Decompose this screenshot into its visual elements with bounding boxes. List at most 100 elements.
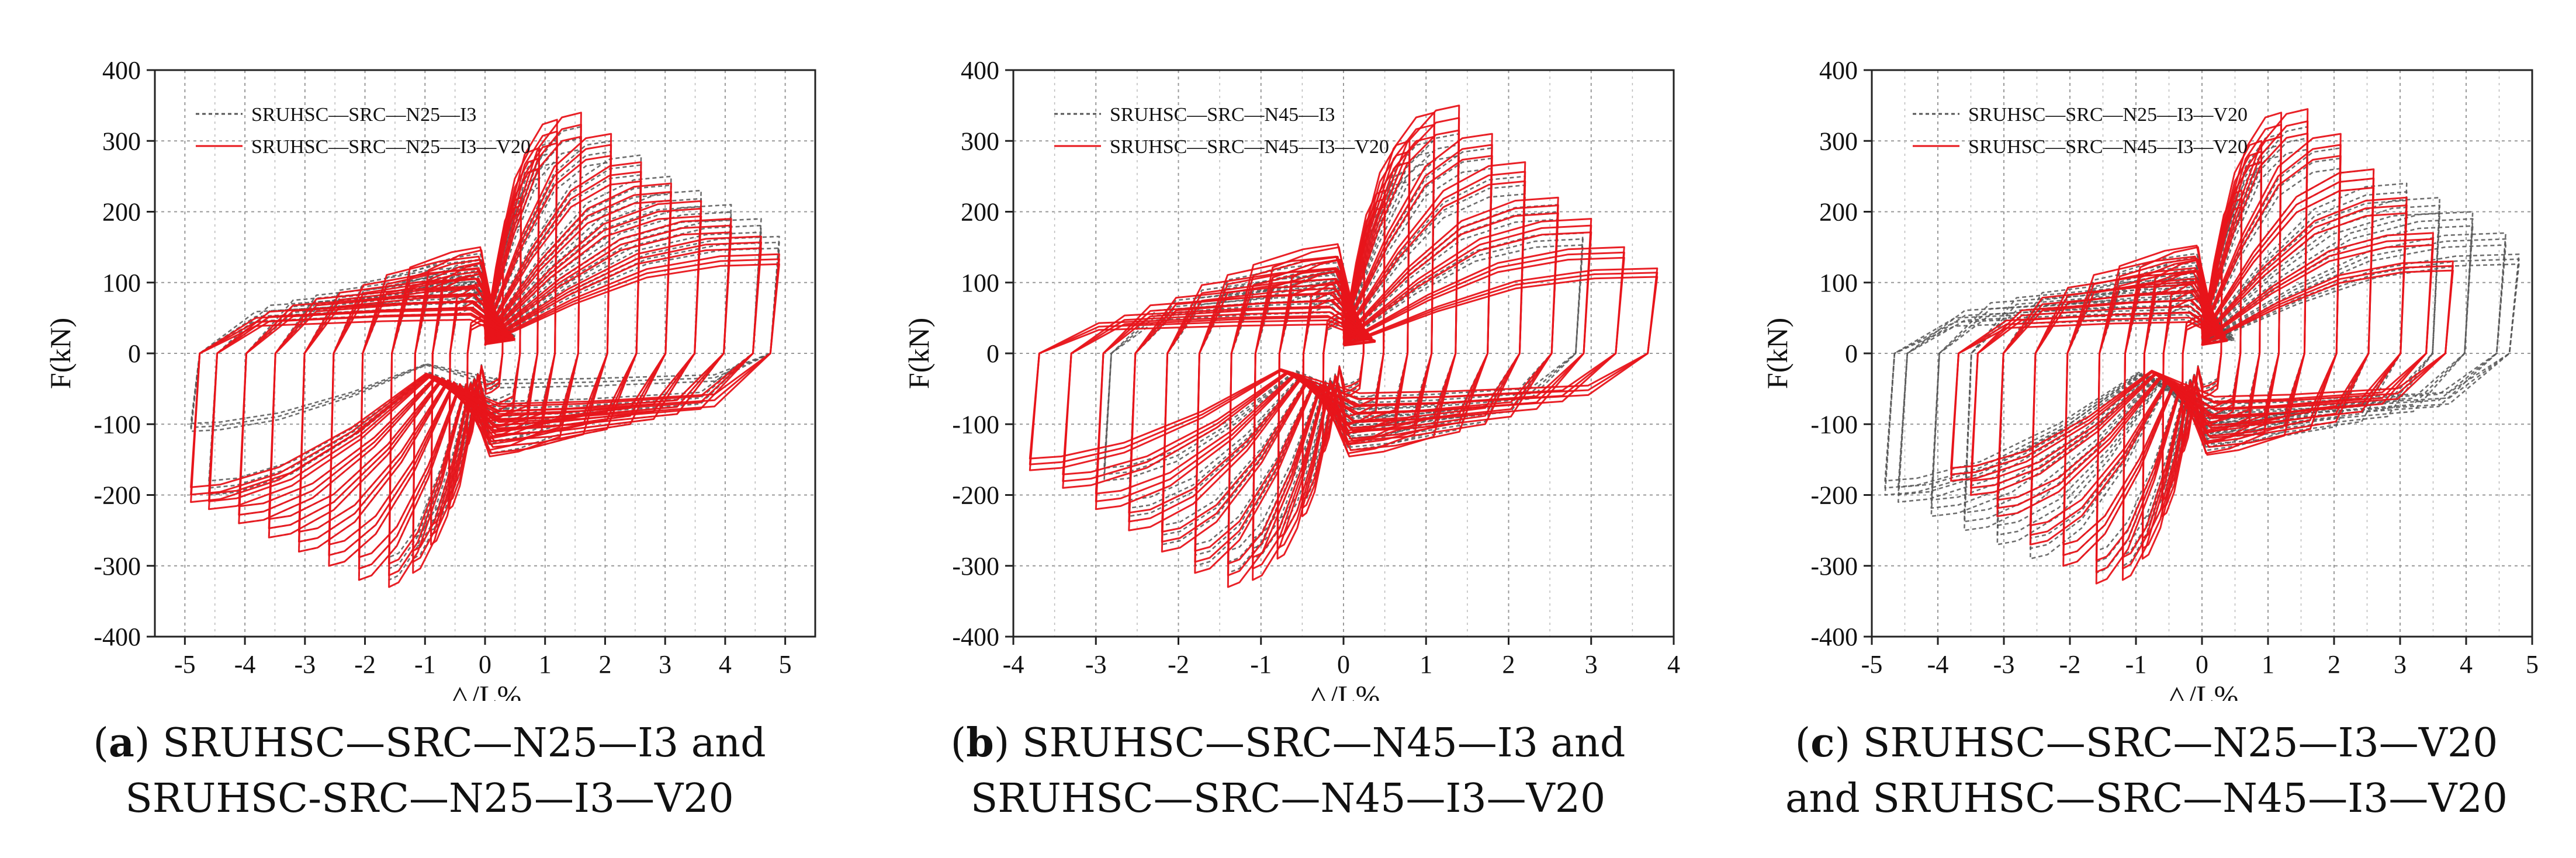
- y-tick-label: -300: [952, 552, 999, 581]
- x-tick-label: -1: [414, 650, 436, 679]
- x-tick-label: 1: [1419, 650, 1432, 679]
- hysteresis-loop: [1194, 157, 1493, 556]
- x-tick-label: 0: [479, 650, 491, 679]
- x-axis-label: △/L%: [449, 679, 522, 701]
- tick-labels: -5 -4 -3 -2 -1 0 1 2 3 4 5 -400 -300 -200 -100 0 100 200 3…: [1810, 56, 2539, 679]
- hysteresis-loop: [358, 144, 612, 570]
- hysteresis-loop: [1161, 161, 1526, 553]
- x-tick-label: -1: [1250, 650, 1272, 679]
- x-tick-label: 2: [598, 650, 611, 679]
- series-2: [1029, 105, 1659, 588]
- x-tick-label: -1: [2125, 650, 2147, 679]
- y-tick-label: -300: [94, 552, 141, 581]
- hysteresis-loop: [1128, 211, 1559, 509]
- y-tick-label: -100: [952, 410, 999, 439]
- x-tick-label: 2: [2328, 650, 2340, 679]
- x-tick-label: 3: [2394, 650, 2407, 679]
- hysteresis-loop: [1227, 105, 1460, 588]
- legend: SRUHSC—SRC—N25—I3 SRUHSC—SRC—N25—I3—V20: [196, 104, 531, 158]
- hysteresis-loop: [2095, 137, 2309, 563]
- hysteresis-loop: [1062, 251, 1625, 482]
- hysteresis-loop: [1095, 224, 1592, 502]
- series-2: [1950, 108, 2454, 585]
- x-tick-label: 4: [2460, 650, 2473, 679]
- caption-text-a: SRUHSC—SRC—N25—I3 and SRUHSC-SRC—N25—I3—…: [125, 720, 766, 822]
- chart-panel-b: -4 -3 -2 -1 0 1 2 3 4 -400 -300 -200 -100 0 100 200 300 4…: [858, 0, 1717, 858]
- hysteresis-loop: [2029, 187, 2375, 539]
- hysteresis-loop: [2062, 168, 2342, 546]
- hysteresis-loop: [1970, 238, 2434, 489]
- x-tick-label: 3: [659, 650, 671, 679]
- hysteresis-loop: [298, 199, 672, 533]
- x-tick-label: -5: [1861, 650, 1883, 679]
- x-tick-label: -3: [1085, 650, 1107, 679]
- hysteresis-loop: [190, 258, 780, 496]
- y-tick-label: -100: [94, 410, 141, 439]
- tick-labels: -4 -3 -2 -1 0 1 2 3 4 -400 -300 -200 -100 0 100 200 300 4…: [952, 56, 1680, 679]
- hysteresis-chart-c: -5 -4 -3 -2 -1 0 1 2 3 4 5 -400 -300 -200 -100 0 100 200 3…: [1761, 56, 2539, 701]
- y-tick-label: 300: [1819, 127, 1858, 155]
- caption-tag-b: b: [966, 720, 994, 766]
- hysteresis-loop: [190, 247, 780, 425]
- hysteresis-loop: [388, 112, 582, 588]
- x-tick-label: -3: [1993, 650, 2015, 679]
- hysteresis-loop: [1996, 204, 2408, 509]
- x-tick-label: -2: [2059, 650, 2081, 679]
- hysteresis-chart-b: -4 -3 -2 -1 0 1 2 3 4 -400 -300 -200 -100 0 100 200 300 4…: [902, 56, 1680, 701]
- curves: [1884, 108, 2520, 585]
- x-axis-label: △/L%: [1307, 679, 1380, 701]
- hysteresis-loop: [1950, 265, 2454, 475]
- hysteresis-loop: [190, 253, 780, 503]
- hysteresis-loop: [388, 126, 582, 581]
- chart-panel-a: -5 -4 -3 -2 -1 0 1 2 3 4 5 -400 -300 -200 -100 0 100 200 3…: [0, 0, 858, 858]
- hysteresis-loop: [1252, 112, 1435, 581]
- hysteresis-loop: [2095, 133, 2309, 562]
- hysteresis-loop: [268, 206, 702, 520]
- hysteresis-loop: [388, 136, 582, 565]
- series-2: [190, 112, 780, 588]
- hysteresis-loop: [1996, 196, 2408, 517]
- hysteresis-loop: [1970, 232, 2434, 496]
- y-tick-label: -200: [952, 481, 999, 510]
- x-tick-label: 2: [1502, 650, 1515, 679]
- x-tick-label: -5: [174, 650, 196, 679]
- x-axis-label: △/L%: [2166, 679, 2239, 701]
- x-tick-label: 3: [1585, 650, 1598, 679]
- hysteresis-loop: [1029, 268, 1659, 471]
- caption-text-c: SRUHSC—SRC—N25—I3—V20 and SRUHSC—SRC—N45…: [1785, 720, 2508, 822]
- hysteresis-loop: [358, 133, 612, 581]
- x-tick-label: 5: [2526, 650, 2539, 679]
- hysteresis-loop: [328, 171, 642, 557]
- caption-c: (c) SRUHSC—SRC—N25—I3—V20 and SRUHSC—SRC…: [1785, 720, 2508, 822]
- hysteresis-loop: [1950, 260, 2454, 482]
- y-axis-label: F(kN): [1761, 318, 1793, 389]
- hysteresis-loop: [412, 161, 558, 539]
- hysteresis-loop: [1128, 218, 1559, 501]
- x-tick-label: -3: [294, 650, 316, 679]
- hysteresis-loop: [208, 235, 762, 510]
- hysteresis-loop: [1095, 218, 1592, 510]
- y-tick-label: 200: [1819, 198, 1858, 227]
- x-tick-label: 0: [1337, 650, 1350, 679]
- x-tick-label: -2: [354, 650, 376, 679]
- y-axis-label: F(kN): [44, 318, 77, 389]
- y-tick-label: 200: [961, 198, 999, 227]
- hysteresis-loop: [1029, 276, 1659, 460]
- hysteresis-loop: [1161, 184, 1526, 536]
- x-tick-label: -4: [1003, 650, 1024, 679]
- y-tick-label: 0: [128, 339, 141, 368]
- hysteresis-loop: [358, 155, 612, 558]
- chart-panel-c: -5 -4 -3 -2 -1 0 1 2 3 4 5 -400 -300 -200 -100 0 100 200 3…: [1717, 0, 2575, 858]
- y-tick-label: 400: [1819, 56, 1858, 85]
- y-tick-label: -200: [94, 481, 141, 510]
- x-tick-label: 4: [719, 650, 732, 679]
- hysteresis-loop: [208, 218, 762, 496]
- caption-tag-c: c: [1810, 720, 1835, 766]
- hysteresis-loop: [1963, 197, 2441, 532]
- y-tick-label: -100: [1810, 410, 1858, 439]
- legend: SRUHSC—SRC—N45—I3 SRUHSC—SRC—N45—I3—V20: [1054, 104, 1389, 158]
- x-tick-label: -4: [1927, 650, 1949, 679]
- hysteresis-loop: [1194, 133, 1493, 574]
- y-tick-label: 400: [961, 56, 999, 85]
- hysteresis-loop: [190, 263, 780, 488]
